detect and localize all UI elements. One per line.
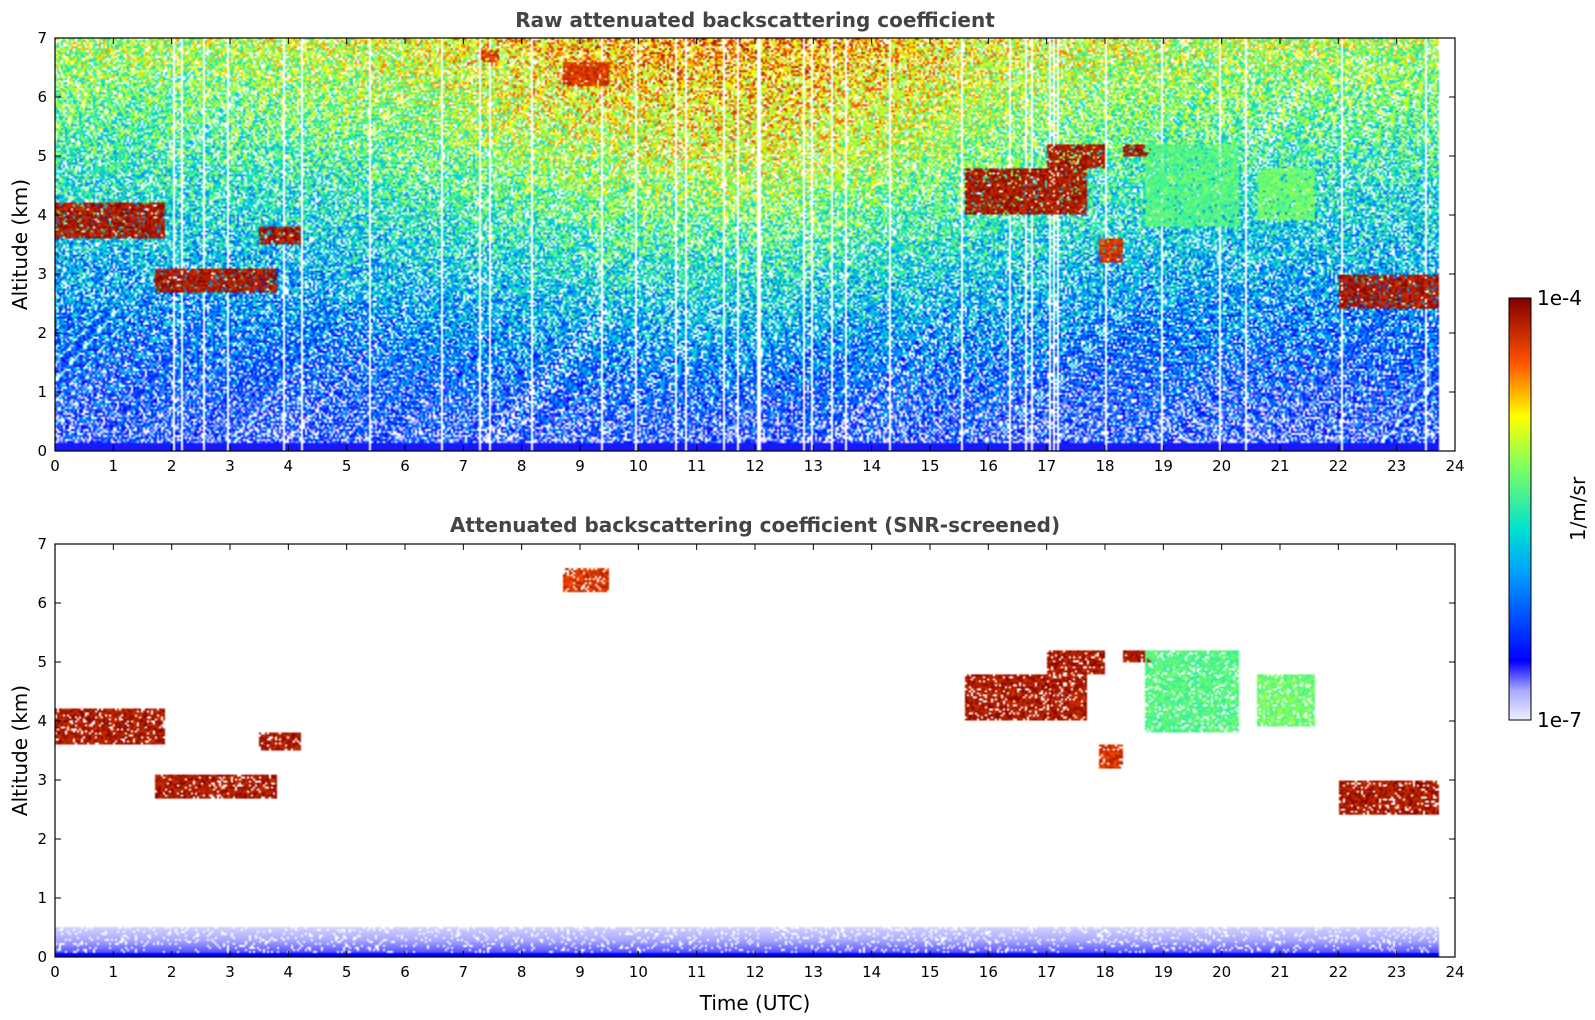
y-tick-label: 3: [37, 771, 47, 789]
x-axis-label: Time (UTC): [699, 991, 811, 1015]
x-tick-label: 22: [1329, 457, 1348, 475]
x-tick-label: 7: [459, 457, 469, 475]
x-tick-label: 9: [575, 963, 585, 981]
y-tick-label: 4: [37, 712, 47, 730]
y-axis: 0 1 2 3 4 5 6 7: [37, 535, 1455, 966]
x-tick-label: 23: [1387, 963, 1406, 981]
colorbar-unit-label: 1/m/sr: [1566, 476, 1590, 541]
y-tick-label: 1: [37, 383, 47, 401]
colorbar-scale: [1508, 297, 1532, 721]
x-tick-label: 9: [575, 457, 585, 475]
x-tick-label: 13: [804, 457, 823, 475]
x-tick-label: 15: [920, 963, 939, 981]
x-tick-label: 10: [629, 963, 648, 981]
colorbar: 1e-4 1e-7 1/m/sr: [1508, 286, 1590, 732]
x-tick-label: 18: [1095, 457, 1114, 475]
y-tick-label: 0: [37, 948, 47, 966]
x-tick-label: 3: [225, 457, 235, 475]
x-tick-label: 15: [920, 457, 939, 475]
y-tick-label: 2: [37, 830, 47, 848]
y-axis-label: Altitude (km): [8, 179, 32, 310]
y-tick-label: 2: [37, 324, 47, 342]
x-tick-label: 23: [1387, 457, 1406, 475]
x-tick-label: 6: [400, 457, 410, 475]
x-tick-label: 17: [1037, 457, 1056, 475]
y-tick-label: 6: [37, 88, 47, 106]
x-tick-label: 16: [979, 963, 998, 981]
x-tick-label: 21: [1270, 457, 1289, 475]
x-tick-label: 3: [225, 963, 235, 981]
x-tick-label: 14: [862, 963, 881, 981]
x-tick-label: 22: [1329, 963, 1348, 981]
x-tick-label: 13: [804, 963, 823, 981]
x-tick-label: 5: [342, 963, 352, 981]
x-tick-label: 19: [1154, 457, 1173, 475]
x-tick-label: 18: [1095, 963, 1114, 981]
x-tick-label: 2: [167, 457, 177, 475]
x-tick-label: 4: [284, 457, 294, 475]
x-tick-label: 5: [342, 457, 352, 475]
y-tick-label: 3: [37, 265, 47, 283]
y-tick-label: 4: [37, 206, 47, 224]
y-tick-label: 1: [37, 889, 47, 907]
x-tick-label: 24: [1445, 457, 1464, 475]
x-tick-label: 1: [109, 457, 119, 475]
x-tick-label: 1: [109, 963, 119, 981]
y-tick-label: 7: [37, 535, 47, 553]
snr-screened-heatmap: [55, 544, 1455, 957]
x-tick-label: 7: [459, 963, 469, 981]
x-tick-label: 0: [50, 963, 60, 981]
x-tick-label: 0: [50, 457, 60, 475]
x-tick-label: 20: [1212, 457, 1231, 475]
y-tick-label: 0: [37, 442, 47, 460]
x-tick-label: 24: [1445, 963, 1464, 981]
x-tick-label: 16: [979, 457, 998, 475]
x-tick-label: 17: [1037, 963, 1056, 981]
y-tick-label: 5: [37, 147, 47, 165]
x-axis: 0 1 2 3 4 5 6 7 8 9 10 11 12 13 14 15 16 17 18 19 20 21 22 23 24: [50, 38, 1465, 475]
colorbar-min-label: 1e-7: [1537, 708, 1582, 732]
y-tick-label: 6: [37, 594, 47, 612]
x-tick-label: 10: [629, 457, 648, 475]
x-tick-label: 11: [687, 963, 706, 981]
x-tick-label: 19: [1154, 963, 1173, 981]
x-tick-label: 21: [1270, 963, 1289, 981]
snr-screened-panel: Attenuated backscattering coefficient (S…: [8, 513, 1465, 1015]
x-tick-label: 8: [517, 457, 527, 475]
panel-title: Raw attenuated backscattering coefficien…: [515, 8, 995, 32]
y-axis-label: Altitude (km): [8, 685, 32, 816]
panel-title: Attenuated backscattering coefficient (S…: [450, 513, 1060, 537]
x-tick-label: 11: [687, 457, 706, 475]
x-tick-label: 14: [862, 457, 881, 475]
colorbar-max-label: 1e-4: [1537, 286, 1582, 310]
x-tick-label: 12: [745, 963, 764, 981]
y-tick-label: 7: [37, 29, 47, 47]
y-axis: 0 1 2 3 4 5 6 7: [37, 29, 1455, 460]
x-tick-label: 12: [745, 457, 764, 475]
x-tick-label: 8: [517, 963, 527, 981]
y-tick-label: 5: [37, 653, 47, 671]
x-tick-label: 2: [167, 963, 177, 981]
x-tick-label: 4: [284, 963, 294, 981]
raw-backscatter-heatmap: [55, 38, 1455, 451]
x-tick-label: 6: [400, 963, 410, 981]
x-tick-label: 20: [1212, 963, 1231, 981]
raw-backscatter-panel: Raw attenuated backscattering coefficien…: [8, 8, 1465, 475]
x-axis: 0 1 2 3 4 5 6 7 8 9 10 11 12 13 14 15 16 17 18 19 20 21 22 23 24: [50, 544, 1465, 981]
